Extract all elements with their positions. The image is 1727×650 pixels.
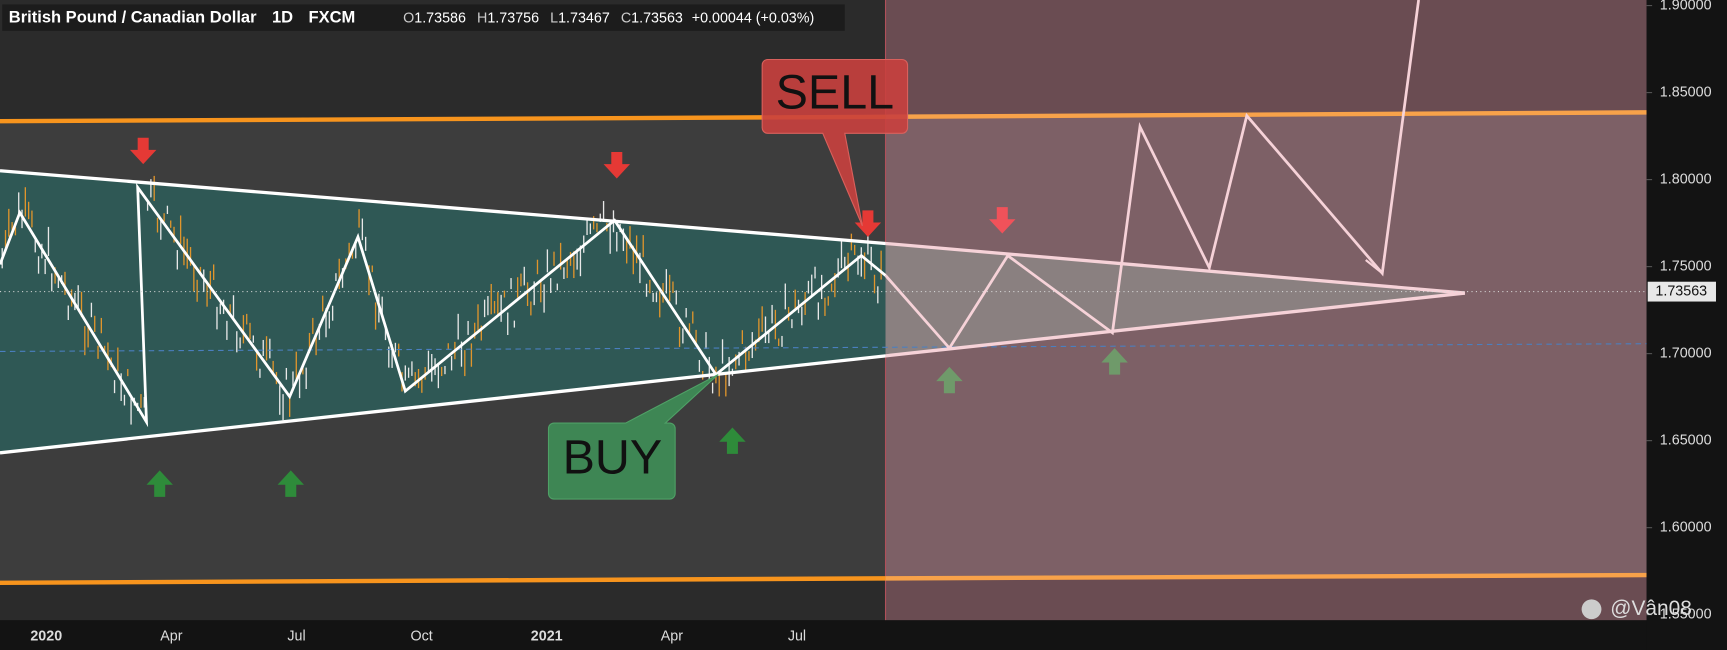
time-axis — [0, 620, 1647, 650]
dashed-line — [0, 343, 1647, 352]
price-tick-label: 1.70000 — [1660, 345, 1712, 361]
ohlc-key: H — [477, 11, 487, 27]
watermark: @Vân08 — [1610, 597, 1692, 620]
triangle-fill — [0, 170, 886, 453]
price-tick-label: 1.80000 — [1660, 171, 1712, 187]
forecast-band — [885, 112, 1647, 579]
up-arrow — [146, 470, 173, 497]
down-arrow — [854, 210, 882, 237]
price-tick-label: 1.75000 — [1660, 258, 1712, 274]
ohlc-value: 1.73756 — [487, 11, 539, 27]
arrow-head — [1365, 255, 1386, 276]
price-axis — [1646, 0, 1727, 650]
ohlc-value: 1.73586 — [414, 11, 466, 27]
triangle-top — [885, 241, 1466, 295]
time-tick-label: Oct — [410, 629, 432, 645]
buy-label: BUY — [563, 430, 663, 484]
up-arrow — [719, 427, 746, 454]
interval: 1D — [272, 8, 293, 27]
time-tick-label: Jul — [788, 629, 806, 645]
down-arrow — [603, 152, 631, 179]
time-tick-label: Apr — [661, 629, 684, 645]
up-arrow — [277, 470, 304, 497]
time-tick-label: 2021 — [531, 629, 563, 645]
price-tick-label: 1.90000 — [1660, 0, 1712, 13]
buy-callout — [547, 374, 719, 500]
price-axis-labels: 1.90000 1.85000 1.80000 1.75000 1.70000 1.650… — [1646, 0, 1716, 622]
down-arrow — [989, 207, 1016, 234]
resistance-line — [0, 114, 886, 124]
triangle-top — [0, 169, 886, 246]
up-arrow — [1101, 348, 1128, 375]
time-tick-label: 2020 — [30, 629, 62, 645]
resistance-line — [885, 110, 1647, 119]
price-tick-label: 1.55000 — [1660, 606, 1712, 622]
ohlc-value: 1.73467 — [558, 11, 610, 27]
triangle-bottom — [885, 291, 1466, 358]
change: +0.00044 (+0.03%) — [692, 11, 815, 27]
sell-callout — [761, 58, 909, 227]
ohlc-key: L — [550, 11, 558, 27]
ohlc-value: 1.73563 — [631, 11, 683, 27]
wave-forecast — [884, 0, 1420, 351]
ohlc: O1.73586 H1.73756 L1.73467 C1.73563 +0.00044… — [403, 11, 814, 27]
header-bg — [2, 4, 845, 31]
last-price-box — [1647, 281, 1716, 302]
time-tick-label: Jul — [287, 629, 305, 645]
ohlc-key: C — [621, 11, 631, 27]
logo — [1581, 599, 1602, 620]
ohlc-key: O — [403, 11, 414, 27]
sell-arrows — [129, 137, 1016, 237]
support-line — [885, 572, 1647, 581]
header: British Pound / Canadian Dollar 1D FXCM — [9, 8, 355, 27]
last-price-label: 1.73563 — [1655, 283, 1707, 299]
price-tick-label: 1.60000 — [1660, 519, 1712, 535]
up-arrow — [936, 366, 963, 394]
support-line — [0, 576, 886, 585]
triangle-bottom — [0, 354, 886, 455]
sell-label: SELL — [776, 66, 895, 120]
time-axis-labels: 2020 Apr Jul Oct 2021 Apr Jul — [30, 629, 806, 645]
down-arrow — [129, 137, 157, 165]
price-tick-label: 1.65000 — [1660, 432, 1712, 448]
wave-path — [0, 182, 887, 428]
symbol: British Pound / Canadian Dollar — [9, 8, 257, 27]
time-tick-label: Apr — [160, 629, 183, 645]
price-tick-label: 1.85000 — [1660, 84, 1712, 100]
source: FXCM — [309, 8, 356, 27]
buy-arrows — [146, 348, 1128, 497]
